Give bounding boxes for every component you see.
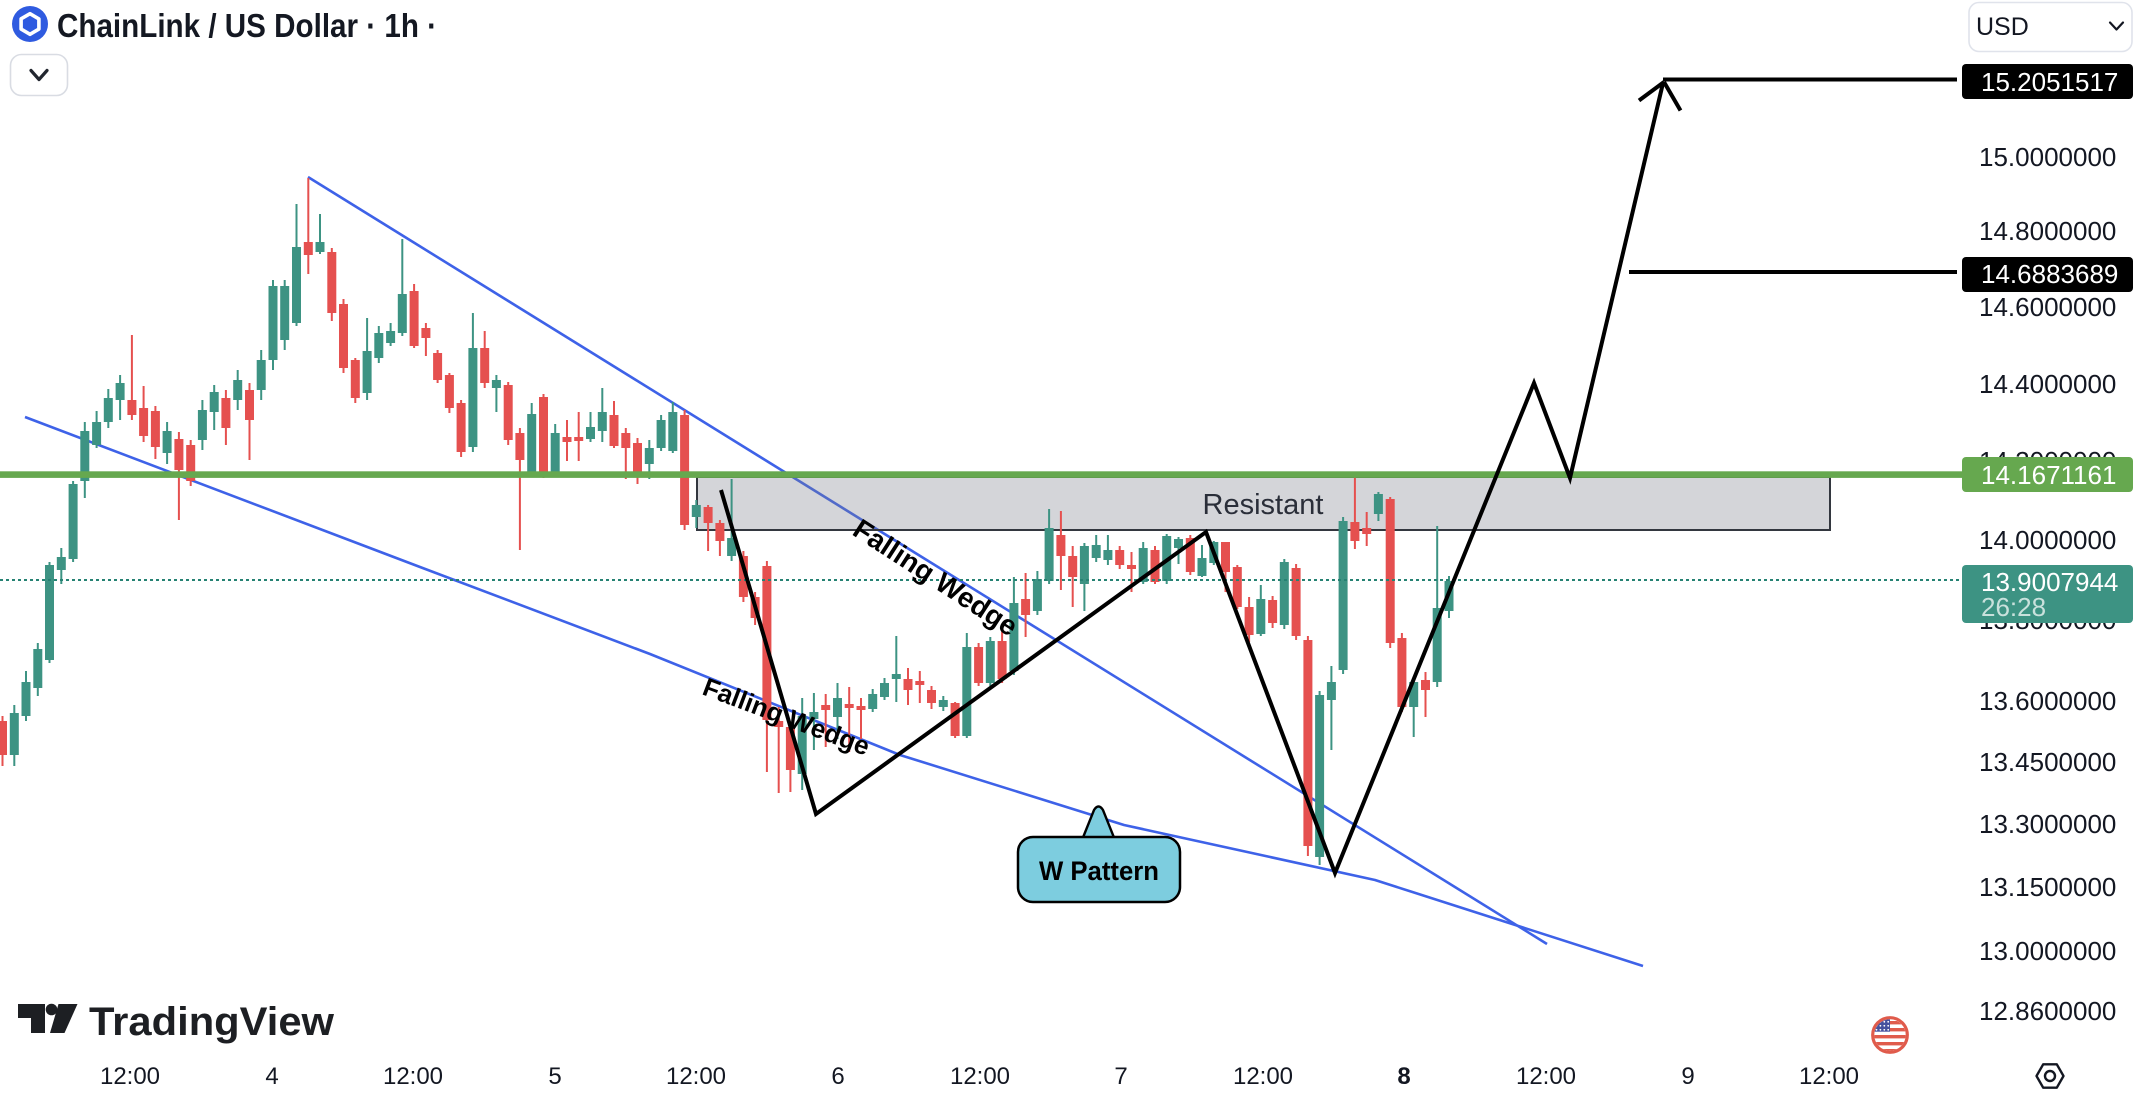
svg-text:12:00: 12:00 (1799, 1063, 1859, 1090)
svg-text:14.6000000: 14.6000000 (1979, 292, 2116, 322)
svg-text:4: 4 (265, 1063, 278, 1090)
svg-text:Resistant: Resistant (1203, 489, 1324, 521)
svg-text:12:00: 12:00 (1233, 1063, 1293, 1090)
svg-text:ChainLink / US Dollar · 1h ·: ChainLink / US Dollar · 1h · (57, 7, 437, 44)
svg-text:13.6000000: 13.6000000 (1979, 686, 2116, 716)
svg-text:5: 5 (548, 1063, 561, 1090)
svg-text:TradingView: TradingView (89, 1000, 335, 1044)
svg-text:14.1671161: 14.1671161 (1981, 460, 2116, 490)
svg-text:13.9007944: 13.9007944 (1981, 567, 2118, 597)
svg-text:8: 8 (1397, 1063, 1410, 1090)
svg-text:15.2051517: 15.2051517 (1981, 67, 2118, 97)
svg-text:13.3000000: 13.3000000 (1979, 809, 2116, 839)
svg-text:12:00: 12:00 (950, 1063, 1010, 1090)
svg-text:USD: USD (1976, 13, 2029, 41)
svg-text:9: 9 (1681, 1063, 1694, 1090)
svg-text:7: 7 (1114, 1063, 1127, 1090)
svg-text:14.6883689: 14.6883689 (1981, 259, 2118, 289)
svg-text:13.0000000: 13.0000000 (1979, 936, 2116, 966)
svg-text:12.8600000: 12.8600000 (1979, 996, 2116, 1026)
svg-text:14.4000000: 14.4000000 (1979, 369, 2116, 399)
svg-text:13.4500000: 13.4500000 (1979, 747, 2116, 777)
svg-text:14.8000000: 14.8000000 (1979, 216, 2116, 246)
svg-text:13.1500000: 13.1500000 (1979, 872, 2116, 902)
svg-text:26:28: 26:28 (1981, 592, 2046, 622)
svg-text:15.0000000: 15.0000000 (1979, 142, 2116, 172)
svg-text:W Pattern: W Pattern (1039, 856, 1159, 886)
svg-text:12:00: 12:00 (1516, 1063, 1576, 1090)
svg-text:14.0000000: 14.0000000 (1979, 525, 2116, 555)
svg-text:6: 6 (831, 1063, 844, 1090)
svg-text:12:00: 12:00 (100, 1063, 160, 1090)
svg-text:12:00: 12:00 (666, 1063, 726, 1090)
svg-text:12:00: 12:00 (383, 1063, 443, 1090)
